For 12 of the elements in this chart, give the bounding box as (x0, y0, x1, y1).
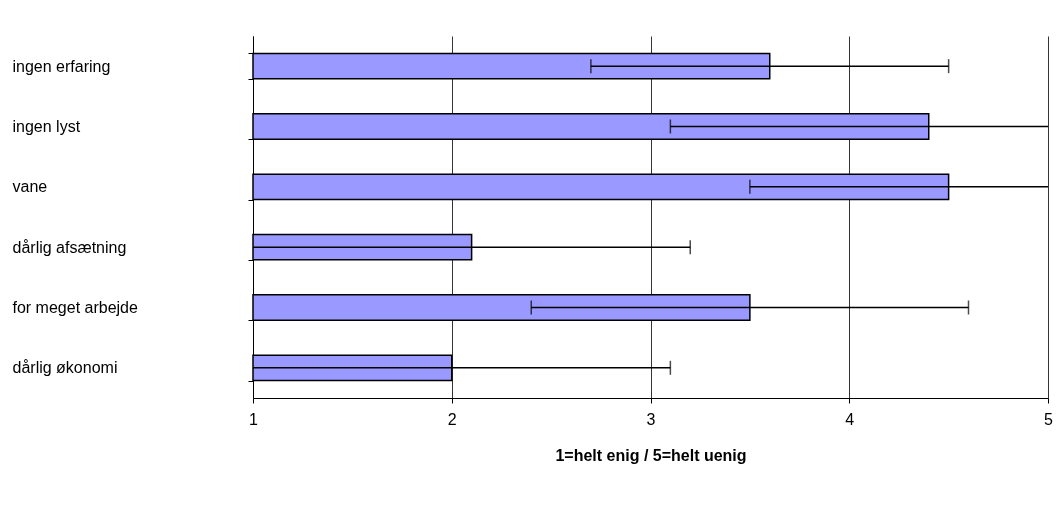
x-tick-label: 5 (1044, 410, 1054, 428)
y-tick-label: ingen erfaring (12, 57, 111, 75)
x-axis-title: 1=helt enig / 5=helt uenig (555, 446, 747, 464)
x-tick-label: 4 (845, 410, 855, 428)
y-tick-label: vane (12, 178, 48, 196)
x-tick-label: 3 (646, 410, 656, 428)
y-tick-label: for meget arbejde (12, 299, 139, 316)
y-tick-label: dårlig afsætning (12, 238, 127, 256)
x-tick-label: 2 (447, 410, 457, 428)
x-tick-label: 1 (249, 410, 259, 428)
y-tick-label: dårlig økonomi (12, 359, 118, 377)
y-tick-label: ingen lyst (12, 118, 81, 135)
